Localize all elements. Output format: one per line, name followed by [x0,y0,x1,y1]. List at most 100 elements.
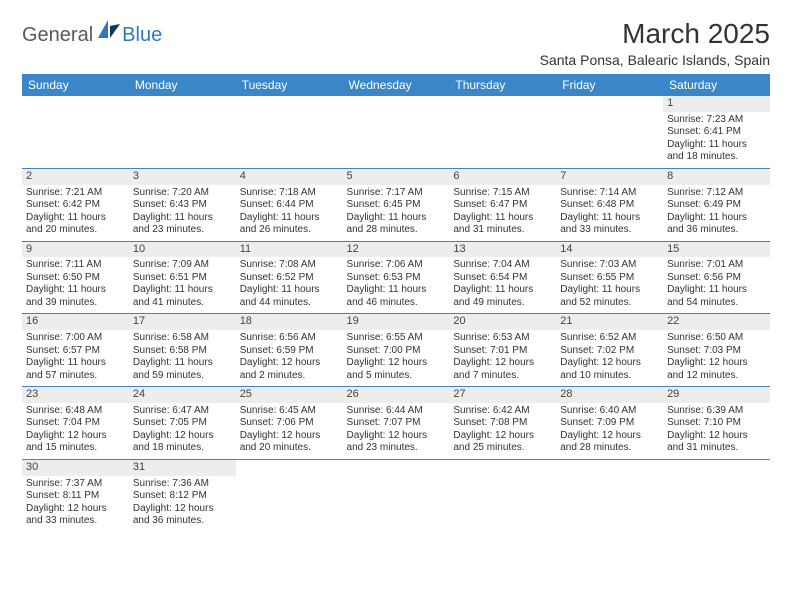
daylight-text: Daylight: 11 hours [240,284,339,297]
calendar-week-row: 30Sunrise: 7:37 AMSunset: 8:11 PMDayligh… [22,459,770,531]
daylight-text: Daylight: 11 hours [26,284,125,297]
calendar-day-cell: 10Sunrise: 7:09 AMSunset: 6:51 PMDayligh… [129,241,236,314]
calendar-day-cell: 24Sunrise: 6:47 AMSunset: 7:05 PMDayligh… [129,387,236,460]
sunset-text: Sunset: 7:10 PM [667,417,766,430]
day-number: 28 [556,387,663,403]
daylight-text: and 18 minutes. [133,442,232,455]
day-of-week-header: Saturday [663,74,770,96]
sunset-text: Sunset: 7:04 PM [26,417,125,430]
sunrise-text: Sunrise: 6:56 AM [240,332,339,345]
calendar-day-cell: 29Sunrise: 6:39 AMSunset: 7:10 PMDayligh… [663,387,770,460]
daylight-text: and 41 minutes. [133,297,232,310]
sunrise-text: Sunrise: 7:17 AM [347,187,446,200]
day-number: 13 [449,242,556,258]
day-of-week-header: Monday [129,74,236,96]
daylight-text: Daylight: 12 hours [133,503,232,516]
daylight-text: Daylight: 11 hours [133,212,232,225]
day-number: 19 [343,314,450,330]
daylight-text: and 28 minutes. [560,442,659,455]
daylight-text: Daylight: 11 hours [133,284,232,297]
day-number: 8 [663,169,770,185]
calendar-day-cell [129,96,236,168]
daylight-text: and 5 minutes. [347,370,446,383]
calendar-day-cell: 8Sunrise: 7:12 AMSunset: 6:49 PMDaylight… [663,168,770,241]
daylight-text: and 28 minutes. [347,224,446,237]
calendar-day-cell: 21Sunrise: 6:52 AMSunset: 7:02 PMDayligh… [556,314,663,387]
sunrise-text: Sunrise: 7:37 AM [26,478,125,491]
sunset-text: Sunset: 6:47 PM [453,199,552,212]
daylight-text: Daylight: 12 hours [26,430,125,443]
calendar-day-cell: 2 Sunrise: 7:21 AMSunset: 6:42 PMDaylight… [22,168,129,241]
daylight-text: Daylight: 11 hours [133,357,232,370]
sunset-text: Sunset: 7:06 PM [240,417,339,430]
sunrise-text: Sunrise: 7:12 AM [667,187,766,200]
day-number: 31 [129,460,236,476]
header: General Blue March 2025 Santa Ponsa, Bal… [22,18,770,68]
daylight-text: and 44 minutes. [240,297,339,310]
calendar-day-cell: 15Sunrise: 7:01 AMSunset: 6:56 PMDayligh… [663,241,770,314]
day-number: 24 [129,387,236,403]
day-number: 2 [22,169,129,185]
sunrise-text: Sunrise: 6:44 AM [347,405,446,418]
calendar-day-cell: 3Sunrise: 7:20 AMSunset: 6:43 PMDaylight… [129,168,236,241]
logo: General Blue [22,24,162,47]
calendar-week-row: 2Sunrise: 7:21 AMSunset: 6:42 PMDaylight… [22,168,770,241]
calendar-day-cell: 28Sunrise: 6:40 AMSunset: 7:09 PMDayligh… [556,387,663,460]
sunrise-text: Sunrise: 7:15 AM [453,187,552,200]
calendar-day-cell: 1Sunrise: 7:23 AMSunset: 6:41 PMDaylight… [663,96,770,168]
day-number: 5 [343,169,450,185]
day-number: 7 [556,169,663,185]
sunrise-text: Sunrise: 7:06 AM [347,259,446,272]
sunset-text: Sunset: 6:48 PM [560,199,659,212]
sunrise-text: Sunrise: 6:40 AM [560,405,659,418]
calendar-day-cell [236,96,343,168]
day-number: 26 [343,387,450,403]
logo-text-blue: Blue [122,24,162,47]
sunrise-text: Sunrise: 7:18 AM [240,187,339,200]
daylight-text: Daylight: 11 hours [26,212,125,225]
daylight-text: Daylight: 11 hours [667,139,766,152]
calendar-week-row: 9Sunrise: 7:11 AMSunset: 6:50 PMDaylight… [22,241,770,314]
sunset-text: Sunset: 6:42 PM [26,199,125,212]
sunrise-text: Sunrise: 7:01 AM [667,259,766,272]
day-of-week-header: Friday [556,74,663,96]
day-number: 17 [129,314,236,330]
sunrise-text: Sunrise: 7:20 AM [133,187,232,200]
sunset-text: Sunset: 7:02 PM [560,345,659,358]
daylight-text: Daylight: 11 hours [453,212,552,225]
daylight-text: Daylight: 12 hours [347,430,446,443]
calendar-day-cell: 27Sunrise: 6:42 AMSunset: 7:08 PMDayligh… [449,387,556,460]
daylight-text: Daylight: 12 hours [347,357,446,370]
sunrise-text: Sunrise: 6:50 AM [667,332,766,345]
daylight-text: and 23 minutes. [347,442,446,455]
day-number: 20 [449,314,556,330]
daylight-text: Daylight: 12 hours [240,430,339,443]
daylight-text: and 12 minutes. [667,370,766,383]
day-of-week-header: Tuesday [236,74,343,96]
sunrise-text: Sunrise: 7:14 AM [560,187,659,200]
daylight-text: and 36 minutes. [667,224,766,237]
sunrise-text: Sunrise: 6:47 AM [133,405,232,418]
daylight-text: Daylight: 11 hours [667,284,766,297]
day-number: 14 [556,242,663,258]
sunset-text: Sunset: 7:01 PM [453,345,552,358]
sunset-text: Sunset: 6:56 PM [667,272,766,285]
sunrise-text: Sunrise: 7:21 AM [26,187,125,200]
sunset-text: Sunset: 6:59 PM [240,345,339,358]
daylight-text: and 2 minutes. [240,370,339,383]
sunset-text: Sunset: 7:00 PM [347,345,446,358]
daylight-text: and 25 minutes. [453,442,552,455]
logo-text-general: General [22,24,93,47]
daylight-text: and 46 minutes. [347,297,446,310]
day-number: 21 [556,314,663,330]
day-number: 22 [663,314,770,330]
day-number: 18 [236,314,343,330]
daylight-text: Daylight: 12 hours [667,357,766,370]
daylight-text: Daylight: 11 hours [26,357,125,370]
day-number: 25 [236,387,343,403]
sunrise-text: Sunrise: 7:03 AM [560,259,659,272]
daylight-text: Daylight: 12 hours [453,357,552,370]
calendar-day-cell: 14Sunrise: 7:03 AMSunset: 6:55 PMDayligh… [556,241,663,314]
day-number: 11 [236,242,343,258]
calendar-day-cell: 7Sunrise: 7:14 AMSunset: 6:48 PMDaylight… [556,168,663,241]
